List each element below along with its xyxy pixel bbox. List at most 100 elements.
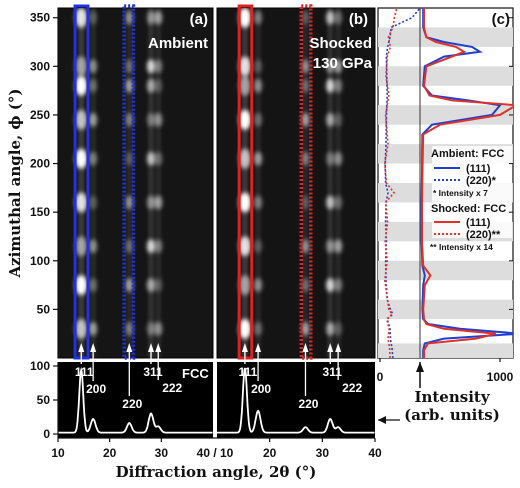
panel-c-azimuthal-profiles: (c) Ambient: FCC(111)(220)** Intensity x… [377,7,514,424]
panel-b-label: Shocked [309,35,372,52]
diffraction-spot [326,59,335,74]
diffraction-spot [254,112,263,127]
phi-band [378,299,513,320]
diffraction-spot [125,239,134,254]
diffraction-spot [326,239,335,254]
diffraction-spot [89,112,98,127]
intensity-tick-label: 1000 [487,370,514,384]
lineout-x-tick-label: 20 [103,446,117,460]
diffraction-spot [254,195,263,210]
diffraction-spot [75,148,88,169]
legend-ambient-title: Ambient: FCC [431,148,504,160]
diffraction-spot [147,59,155,74]
diffraction-spot [301,59,310,74]
profile-shocked-dotted [383,8,398,358]
diffraction-spot [254,321,263,336]
panel-a-label: Ambient [148,35,208,52]
diffraction-spot [125,10,134,25]
diffraction-spot [89,195,98,210]
diffraction-ring [155,8,162,358]
lineout-xlabel: Diffraction angle, 2θ (°) [116,463,317,481]
panel-b-pressure: 130 GPa [313,55,373,72]
diffraction-ring [126,8,133,358]
azimuth-tick-label: 350 [30,11,50,25]
diffraction-ring [255,8,262,358]
diffraction-spot [238,236,251,257]
lineout-x-tick-label: 40 [368,446,382,460]
diffraction-spot [238,148,251,169]
panel-a-tag: (a) [190,11,208,28]
peak-label-200: 200 [251,382,271,396]
diffraction-spot [125,59,134,74]
diffraction-spot [238,275,251,296]
lineout-x-tick-label: 30 [155,446,169,460]
azimuth-tick-label: 150 [30,205,50,219]
diffraction-spot [326,321,335,336]
legend-ambient-111-label: (111) [466,163,491,175]
azimuth-tick-label: 100 [30,254,50,268]
diffraction-spot [238,318,251,339]
legend-shocked-111-label: (111) [466,217,491,229]
diffraction-spot [89,239,98,254]
box-220 [299,4,313,360]
diffraction-spot [238,56,251,77]
lineout-x-tick-label: 30 [316,446,330,460]
diffraction-spot [326,151,335,166]
diffraction-spot [125,195,134,210]
diffraction-spot [301,239,310,254]
diffraction-spot [238,75,251,96]
phi-band [378,343,513,358]
diffraction-spot [334,151,343,166]
profile-shocked-solid [421,8,513,358]
peak-label-222: 222 [342,381,362,395]
diffraction-ring [302,8,309,358]
diffraction-spot [334,10,343,25]
diffraction-spot [334,59,343,74]
diffraction-spot [301,278,310,293]
intensity-tick-label: 0 [377,370,384,384]
panel-c-xlabel: Intensity [414,388,490,406]
diffraction-ring [78,8,85,358]
diffraction-spot [238,8,251,28]
lineout-curve [217,367,375,434]
diffraction-spot [154,10,163,25]
diffraction-spot [326,10,335,25]
azimuth-tick-label: 300 [30,59,50,73]
diffraction-spot [147,112,155,127]
diffraction-spot [254,239,263,254]
azimuth-axis-title: Azimuthal angle, ϕ (°) [6,89,24,279]
diffraction-spot [254,278,263,293]
panel-a-ambient-image: (a) Ambient [57,4,214,360]
phi-band [378,27,513,47]
diffraction-spot [154,195,163,210]
diffraction-spot [75,275,88,296]
diffraction-spot [89,59,98,74]
lineout-y-tick-label: 0 [43,427,50,441]
legend-shocked-220-label: (220)** [466,229,501,241]
panel-b-tag: (b) [349,11,368,28]
lineout-curve [58,366,213,434]
diffraction-spot [75,8,88,28]
peak-label-311: 311 [143,365,163,379]
panel-c-xlabel-units: (arb. units) [404,406,500,424]
diffraction-spot [326,278,335,293]
diffraction-spot [125,151,134,166]
diffraction-spot [89,78,98,93]
diffraction-spot [254,151,263,166]
diffraction-spot [301,321,310,336]
diffraction-ring [148,8,154,358]
diffraction-spot [238,192,251,213]
diffraction-spot [326,112,335,127]
diffraction-spot [301,112,310,127]
diffraction-spot [334,195,343,210]
diffraction-spot [301,10,310,25]
diffraction-spot [147,151,155,166]
diffraction-ring [327,8,334,358]
legend-shocked-note: ** Intensity x 14 [430,242,493,252]
diffraction-spot [154,239,163,254]
lineout-break-label: 40 / 10 [197,446,234,460]
legend-ambient-220-label: (220)* [466,175,497,187]
diffraction-ring [241,8,248,358]
panel-b-shocked-image: (b) Shocked 130 GPa [216,4,376,360]
diffraction-spot [147,239,155,254]
